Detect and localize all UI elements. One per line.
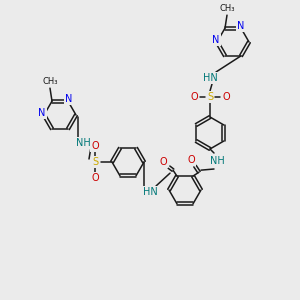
Text: N: N (237, 21, 245, 31)
Text: S: S (207, 92, 213, 102)
Text: O: O (222, 92, 230, 102)
Text: N: N (65, 94, 73, 104)
Text: O: O (187, 155, 195, 165)
Text: HN: HN (202, 73, 217, 83)
Text: NH: NH (210, 156, 224, 166)
Text: O: O (91, 141, 99, 151)
Text: O: O (159, 157, 167, 167)
Text: N: N (38, 108, 46, 118)
Text: HN: HN (142, 187, 158, 197)
Text: N: N (212, 35, 220, 45)
Text: S: S (92, 157, 98, 167)
Text: CH₃: CH₃ (42, 76, 58, 85)
Text: NH: NH (76, 138, 90, 148)
Text: O: O (91, 173, 99, 183)
Text: O: O (190, 92, 198, 102)
Text: CH₃: CH₃ (219, 4, 235, 13)
